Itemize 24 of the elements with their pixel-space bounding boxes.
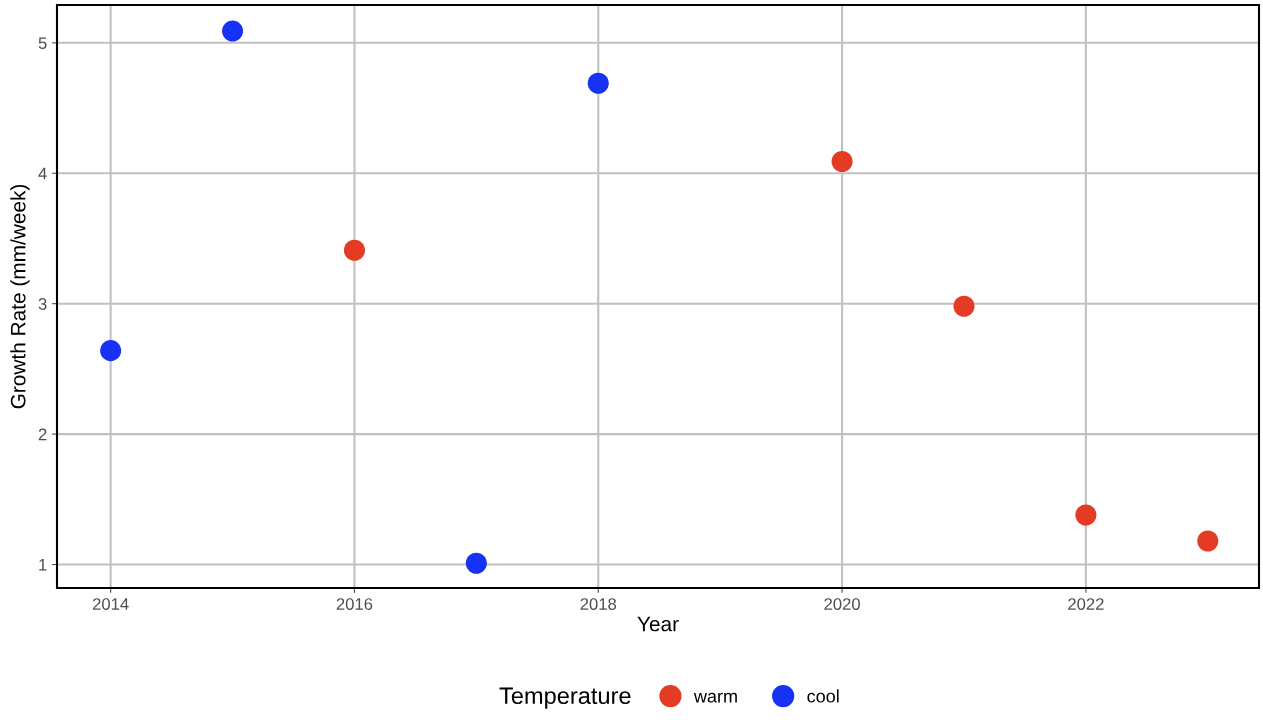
point [100, 340, 122, 362]
y-tick-label: 1 [39, 559, 47, 571]
legend-title: Temperature [499, 687, 631, 709]
y-axis-title: Growth Rate (mm/week) [10, 184, 30, 409]
x-tick-label: 2018 [580, 598, 617, 610]
legend-label: warm [693, 692, 737, 703]
point [222, 20, 244, 42]
x-tick-label: 2016 [336, 598, 373, 610]
x-tick-label: 2022 [1068, 598, 1104, 610]
y-tick-label: 4 [38, 167, 47, 180]
point [587, 72, 609, 94]
point [1075, 504, 1097, 526]
point [953, 295, 975, 317]
point [343, 239, 365, 261]
point [831, 150, 853, 173]
x-tick-label: 2014 [92, 598, 129, 610]
y-tick-label: 5 [38, 37, 47, 50]
y-tick-label: 2 [38, 428, 47, 441]
point [465, 552, 487, 574]
x-axis-title: Year [637, 616, 679, 632]
legend-label: cool [807, 689, 839, 703]
y-tick-label: 3 [38, 298, 47, 310]
point [1197, 530, 1219, 552]
x-tick-label: 2020 [824, 598, 860, 610]
